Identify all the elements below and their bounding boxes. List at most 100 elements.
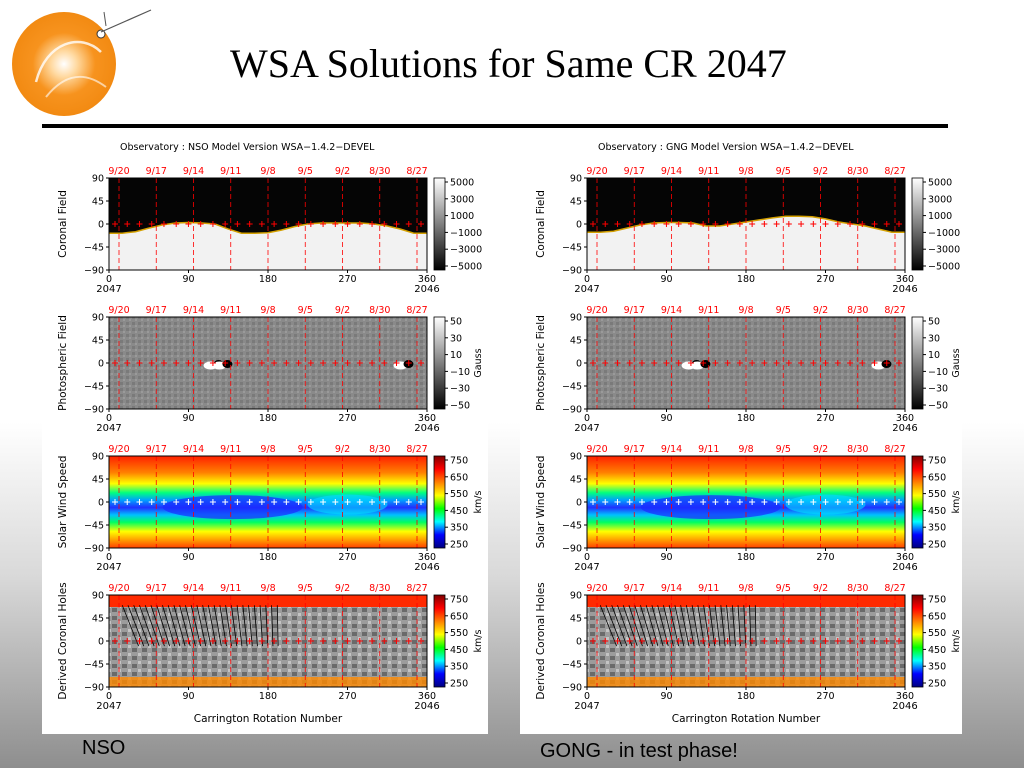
earth-track-marker bbox=[173, 221, 180, 227]
date-tick-label: 9/17 bbox=[624, 583, 645, 594]
earth-track-marker bbox=[773, 221, 780, 227]
field-line bbox=[726, 605, 731, 647]
field-line bbox=[127, 605, 145, 647]
date-tick-label: 9/14 bbox=[183, 444, 204, 455]
subplot-3: 9/20 9/17 9/14 9/11 9/8 9/5 9/2 8/30 8/2790450−4… bbox=[535, 444, 962, 573]
earth-track-marker bbox=[112, 638, 118, 644]
colorbar-tick-label: 450 bbox=[928, 506, 946, 517]
earth-track-marker bbox=[222, 499, 229, 505]
earth-track-marker bbox=[173, 499, 180, 505]
colorbar-label: km/s bbox=[473, 629, 484, 652]
colorbar-tick-label: 250 bbox=[450, 540, 468, 551]
y-tick-label: −90 bbox=[562, 405, 582, 416]
x-axis-label: Carrington Rotation Number bbox=[672, 713, 821, 725]
date-tick-label: 8/27 bbox=[884, 444, 905, 455]
date-tick-label: 9/11 bbox=[220, 166, 241, 177]
colorbar-tick-label: 3000 bbox=[450, 194, 474, 205]
y-tick-label: −45 bbox=[84, 521, 104, 532]
date-tick-label: 9/17 bbox=[146, 444, 167, 455]
earth-track-marker bbox=[160, 360, 167, 366]
earth-track-marker bbox=[393, 360, 400, 366]
earth-track-marker bbox=[602, 638, 609, 644]
earth-track-marker bbox=[209, 360, 216, 366]
earth-track-marker bbox=[271, 638, 278, 644]
earth-track-marker bbox=[871, 499, 878, 505]
field-line bbox=[640, 605, 654, 647]
field-line bbox=[202, 605, 212, 647]
earth-track-marker bbox=[112, 221, 118, 227]
date-tick-label: 9/5 bbox=[298, 583, 313, 594]
date-tick-label: 9/5 bbox=[298, 444, 313, 455]
earth-track-marker bbox=[405, 360, 412, 366]
date-tick-label: 9/11 bbox=[698, 166, 719, 177]
field-line bbox=[691, 605, 700, 647]
field-line bbox=[674, 605, 685, 647]
date-tick-label: 9/8 bbox=[738, 166, 753, 177]
earth-track-marker bbox=[418, 221, 424, 227]
date-tick-label: 9/2 bbox=[335, 444, 350, 455]
colorbar-tick-label: 50 bbox=[450, 317, 462, 328]
field-line bbox=[634, 605, 648, 647]
date-tick-label: 9/17 bbox=[146, 583, 167, 594]
earth-track-marker bbox=[675, 499, 682, 505]
x-sublabel-start: 2047 bbox=[574, 284, 599, 295]
earth-track-marker bbox=[185, 638, 192, 644]
date-tick-label: 9/2 bbox=[813, 444, 828, 455]
earth-track-marker bbox=[736, 360, 743, 366]
earth-track-marker bbox=[859, 499, 866, 505]
photospheric-field-map bbox=[109, 317, 427, 409]
field-line bbox=[743, 605, 747, 647]
y-axis-label: Derived Coronal Holes bbox=[535, 582, 547, 699]
date-tick-label: 9/14 bbox=[183, 583, 204, 594]
earth-track-marker bbox=[344, 221, 351, 227]
date-tick-label: 9/5 bbox=[776, 166, 791, 177]
field-line bbox=[754, 605, 757, 647]
x-tick-label: 360 bbox=[418, 274, 436, 285]
field-line bbox=[121, 605, 139, 647]
colorbar-tick-label: −50 bbox=[928, 401, 948, 412]
earth-track-marker bbox=[871, 221, 878, 227]
earth-track-marker bbox=[651, 638, 658, 644]
x-sublabel-end: 2046 bbox=[414, 701, 439, 712]
field-line bbox=[708, 605, 716, 647]
x-sublabel-start: 2047 bbox=[574, 701, 599, 712]
colorbar-tick-label: 1000 bbox=[450, 211, 474, 222]
field-line bbox=[680, 605, 690, 647]
earth-track-marker bbox=[847, 499, 854, 505]
y-tick-label: −90 bbox=[84, 544, 104, 555]
colorbar-tick-label: 50 bbox=[928, 317, 940, 328]
x-tick-label: 0 bbox=[584, 413, 590, 424]
x-tick-label: 270 bbox=[338, 274, 356, 285]
date-tick-label: 8/30 bbox=[369, 444, 390, 455]
earth-track-marker bbox=[810, 221, 817, 227]
earth-track-marker bbox=[675, 360, 682, 366]
date-tick-label: 8/27 bbox=[406, 166, 427, 177]
y-tick-label: 45 bbox=[570, 614, 582, 625]
earth-track-marker bbox=[638, 499, 645, 505]
earth-track-marker bbox=[871, 360, 878, 366]
colorbar-tick-label: 450 bbox=[450, 506, 468, 517]
earth-track-marker bbox=[160, 638, 167, 644]
x-tick-label: 180 bbox=[259, 274, 277, 285]
y-tick-label: −45 bbox=[562, 243, 582, 254]
colorbar-tick-label: −5000 bbox=[928, 262, 960, 273]
earth-track-marker bbox=[590, 499, 596, 505]
earth-track-marker bbox=[393, 499, 400, 505]
date-tick-label: 9/20 bbox=[586, 166, 607, 177]
colorbar-label: Gauss bbox=[951, 348, 962, 377]
earth-track-marker bbox=[283, 499, 290, 505]
x-tick-label: 360 bbox=[418, 552, 436, 563]
x-tick-label: 0 bbox=[106, 691, 112, 702]
field-line bbox=[749, 605, 752, 647]
earth-track-marker bbox=[675, 221, 682, 227]
gong-wsa-chart: Observatory : GNG Model Version WSA−1.4.… bbox=[535, 142, 962, 725]
earth-track-marker bbox=[283, 221, 290, 227]
earth-track-marker bbox=[798, 221, 805, 227]
x-tick-label: 90 bbox=[182, 413, 194, 424]
earth-track-marker bbox=[700, 360, 707, 366]
earth-track-marker bbox=[295, 360, 302, 366]
earth-track-marker bbox=[883, 638, 890, 644]
colorbar-tick-label: 650 bbox=[928, 611, 946, 622]
earth-track-marker bbox=[687, 499, 694, 505]
earth-track-marker bbox=[749, 499, 756, 505]
